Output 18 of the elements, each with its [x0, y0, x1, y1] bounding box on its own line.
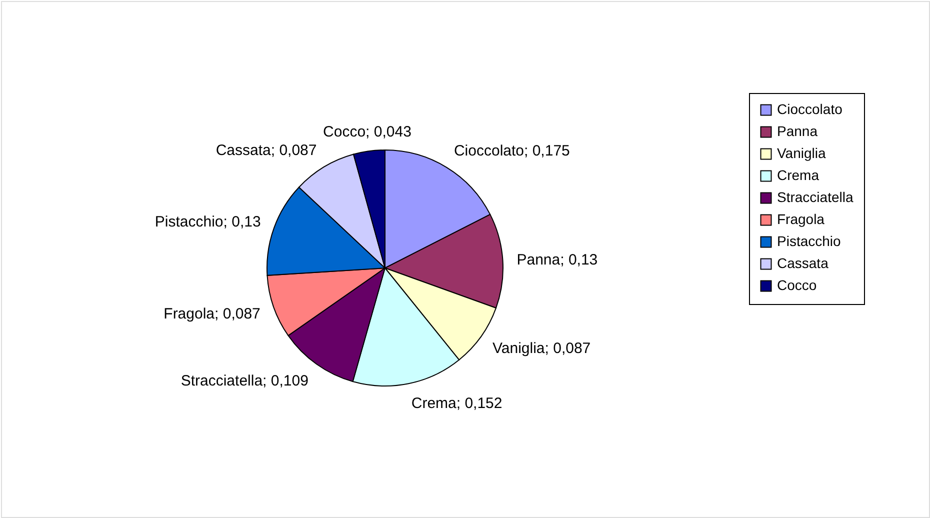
data-label: Fragola; 0,087	[164, 306, 260, 323]
data-label: Stracciatella; 0,109	[180, 372, 308, 390]
legend-label: Panna	[777, 123, 818, 139]
legend-label: Cocco	[777, 277, 817, 293]
data-label: Cioccolato; 0,175	[454, 142, 570, 160]
legend-label: Cassata	[777, 255, 829, 271]
data-label: Pistacchio; 0,13	[154, 213, 261, 230]
data-label: Cocco; 0,043	[323, 123, 412, 140]
legend-label: Cioccolato	[777, 101, 843, 117]
data-label: Cassata; 0,087	[216, 142, 317, 159]
data-label: Vaniglia; 0,087	[492, 340, 591, 358]
data-label: Crema; 0,152	[411, 395, 502, 412]
data-label: Panna; 0,13	[516, 251, 598, 268]
legend-label: Vaniglia	[777, 145, 826, 161]
legend-label: Crema	[777, 167, 820, 183]
legend-label: Pistacchio	[777, 233, 842, 249]
legend-label: Fragola	[777, 211, 825, 227]
legend-label: Stracciatella	[777, 189, 854, 205]
